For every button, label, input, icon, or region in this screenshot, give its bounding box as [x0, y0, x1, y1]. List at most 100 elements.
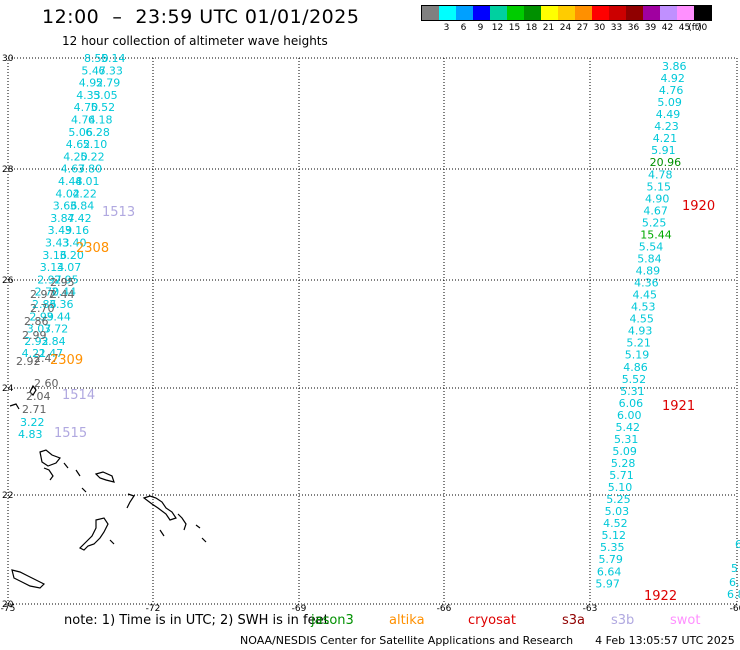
wave-height-value: 4.90 — [645, 192, 670, 205]
legend-swatch — [694, 6, 711, 20]
wave-height-value-low: 2.71 — [22, 403, 47, 416]
wave-height-value-low: 2.95 — [50, 276, 75, 289]
wave-height-value-low: 2.92 — [16, 355, 41, 368]
wave-height-value: 3.36 — [49, 298, 74, 311]
wave-height-value: 4.83 — [18, 428, 43, 441]
wave-height-value: 5.15 — [647, 180, 672, 193]
wave-height-value-edge: 6.8 — [727, 588, 740, 601]
pass-time-label: 1514 — [62, 388, 95, 403]
wave-height-value: 5.42 — [616, 421, 641, 434]
wave-height-value: 4.45 — [633, 289, 658, 302]
wave-height-value: 3.43 — [45, 237, 70, 250]
coastline-segment — [29, 384, 37, 396]
footer-note: note: 1) Time is in UTC; 2) SWH is in fe… — [64, 613, 329, 628]
wave-height-value: 4.55 — [629, 313, 654, 326]
wave-height-value-low: 2.97 — [30, 288, 55, 301]
wave-height-value: 4.92 — [79, 77, 104, 90]
wave-height-value: 5.14 — [101, 52, 126, 65]
wave-height-value: 5.25 — [642, 216, 667, 229]
coastline-segment — [75, 469, 81, 477]
wave-height-value-low: 2.04 — [26, 390, 51, 403]
wave-height-value: 4.02 — [55, 187, 80, 200]
map-title: 12:00 – 23:59 UTC 01/01/2025 — [42, 6, 360, 28]
wave-height-value: 5.52 — [622, 373, 647, 386]
legend-swatch — [677, 6, 694, 20]
wave-height-value: 2.86 — [32, 298, 57, 311]
wave-height-value: 5.05 — [93, 89, 118, 102]
wave-height-value: 4.36 — [634, 277, 659, 290]
wave-height-value: 2.97 — [37, 273, 62, 286]
wave-height-value: 2.47 — [39, 347, 64, 360]
pass-time-label: 1921 — [662, 399, 695, 414]
legend-swatch — [524, 6, 541, 20]
wave-height-value: 3.84 — [41, 335, 65, 348]
satellite-s3a-label: s3a — [562, 613, 586, 628]
wave-height-value: 4.70 — [74, 101, 99, 114]
wave-height-value: 2.44 — [52, 286, 77, 299]
latitude-label: 24 — [2, 384, 14, 394]
wave-height-value: 5.09 — [612, 445, 637, 458]
wave-height-value: 4.48 — [58, 175, 83, 188]
pass-time-label: 1920 — [682, 199, 715, 214]
wave-height-value: 5.25 — [606, 493, 631, 506]
longitude-label: -63 — [583, 604, 598, 614]
wave-height-value-low: 2.86 — [24, 315, 49, 328]
legend-swatch — [592, 6, 609, 20]
coastline-segment — [195, 524, 201, 529]
wave-height-value-low: 2.47 — [34, 352, 59, 365]
wave-height-value: 3.20 — [59, 249, 84, 262]
legend-tick-label: 45 — [678, 23, 691, 33]
coastline-segment — [43, 467, 54, 481]
credit-text: NOAA/NESDIS Center for Satellite Applica… — [240, 634, 574, 647]
legend-tick-label: 70 — [695, 23, 708, 33]
longitude-label: -66 — [437, 604, 452, 614]
wave-height-value: 20.96 — [650, 156, 682, 169]
wave-height-value: 5.19 — [625, 349, 650, 362]
legend-swatch — [660, 6, 677, 20]
map-grid — [7, 57, 738, 605]
legend-tick-label: 3 — [443, 23, 450, 33]
wave-height-value: 2.70 — [35, 286, 60, 299]
coastline-segment — [39, 449, 61, 467]
wave-height-value: 5.91 — [651, 144, 676, 157]
wave-height-value: 4.76 — [659, 84, 684, 97]
legend-swatch — [558, 6, 575, 20]
latitude-label: 26 — [2, 276, 14, 286]
longitude-label: -69 — [292, 604, 307, 614]
wave-height-value-edge: 5 — [731, 562, 738, 575]
wave-height-value: 3.22 — [20, 416, 45, 429]
legend-tick-label: 42 — [661, 23, 674, 33]
wave-height-value-low: 2.44 — [50, 288, 75, 301]
legend-swatch — [456, 6, 473, 20]
wave-height-value: 2.92 — [24, 335, 49, 348]
coastline-segment — [94, 471, 115, 483]
wave-height-value: 4.22 — [72, 187, 97, 200]
wave-height-value: 5.97 — [595, 577, 620, 590]
legend-labels: 3 6 9 12 15 18 21 24 27 30 33 36 39 42 45 70 (ft) — [421, 21, 712, 33]
pass-time-label: 2309 — [50, 353, 83, 368]
legend-tick-label: 24 — [559, 23, 572, 33]
legend-tick-label: 27 — [576, 23, 589, 33]
coastline-segment — [78, 517, 109, 551]
coastline-segment — [126, 493, 135, 509]
wave-height-value: 3.40 — [62, 237, 87, 250]
coastline-segment — [11, 569, 46, 589]
wave-height-value: 4.92 — [660, 72, 685, 85]
wave-height-value: 5.12 — [602, 529, 627, 542]
coastline-segment — [177, 513, 187, 531]
wave-height-value: 4.42 — [67, 212, 92, 225]
wave-height-value: 4.67 — [61, 163, 86, 176]
wave-height-value: 3.07 — [27, 323, 52, 336]
wave-height-value: 5.79 — [96, 77, 121, 90]
wave-height-value: 5.10 — [608, 481, 633, 494]
legend-tick-label: 30 — [593, 23, 606, 33]
satellite-altika-label: altika — [389, 613, 425, 628]
coastline-segment — [159, 529, 165, 537]
wave-height-value: 5.31 — [620, 385, 645, 398]
wave-height-value: 3.66 — [53, 200, 78, 213]
wave-height-value: 4.74 — [71, 114, 96, 127]
wave-height-value: 5.35 — [600, 541, 625, 554]
satellite-swot-label: swot — [670, 613, 701, 628]
coastline-segment — [142, 495, 177, 521]
wave-height-value: 5.52 — [91, 101, 116, 114]
